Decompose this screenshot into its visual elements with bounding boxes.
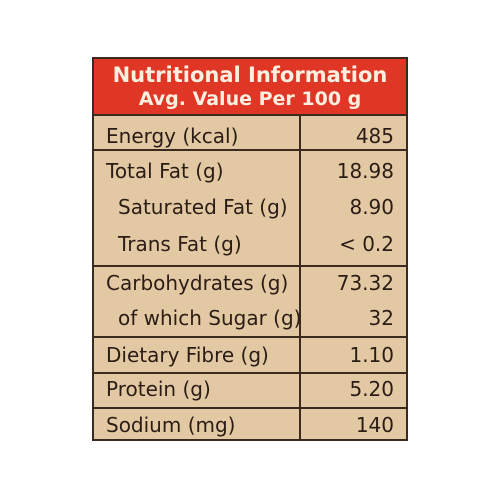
- row-separator: [94, 372, 406, 374]
- dietary-fibre-label: Dietary Fibre (g): [106, 343, 269, 367]
- sodium-value: 140: [355, 413, 394, 437]
- saturated-fat-label: Saturated Fat (g): [118, 195, 288, 219]
- nutrition-header: Nutritional Information Avg. Value Per 1…: [94, 59, 406, 116]
- nutrition-panel: Nutritional Information Avg. Value Per 1…: [92, 57, 408, 441]
- protein-label: Protein (g): [106, 377, 211, 401]
- carbohydrates-value: 73.32: [336, 271, 394, 295]
- row-separator: [94, 407, 406, 409]
- trans-fat-label: Trans Fat (g): [118, 232, 242, 256]
- saturated-fat-value: 8.90: [349, 195, 394, 219]
- total-fat-label: Total Fat (g): [106, 159, 224, 183]
- dietary-fibre-value: 1.10: [349, 343, 394, 367]
- sodium-label: Sodium (mg): [106, 413, 236, 437]
- protein-value: 5.20: [349, 377, 394, 401]
- energy-label: Energy (kcal): [106, 124, 239, 148]
- nutrition-subtitle: Avg. Value Per 100 g: [138, 88, 362, 110]
- trans-fat-value: < 0.2: [339, 232, 394, 256]
- energy-value: 485: [355, 124, 394, 148]
- carbohydrates-label: Carbohydrates (g): [106, 271, 289, 295]
- row-separator: [94, 149, 406, 151]
- nutrition-title: Nutritional Information: [112, 63, 388, 87]
- row-separator: [94, 265, 406, 267]
- sugar-label: of which Sugar (g): [118, 306, 302, 330]
- column-divider: [299, 116, 301, 439]
- total-fat-value: 18.98: [336, 159, 394, 183]
- sugar-value: 32: [368, 306, 394, 330]
- row-separator: [94, 336, 406, 338]
